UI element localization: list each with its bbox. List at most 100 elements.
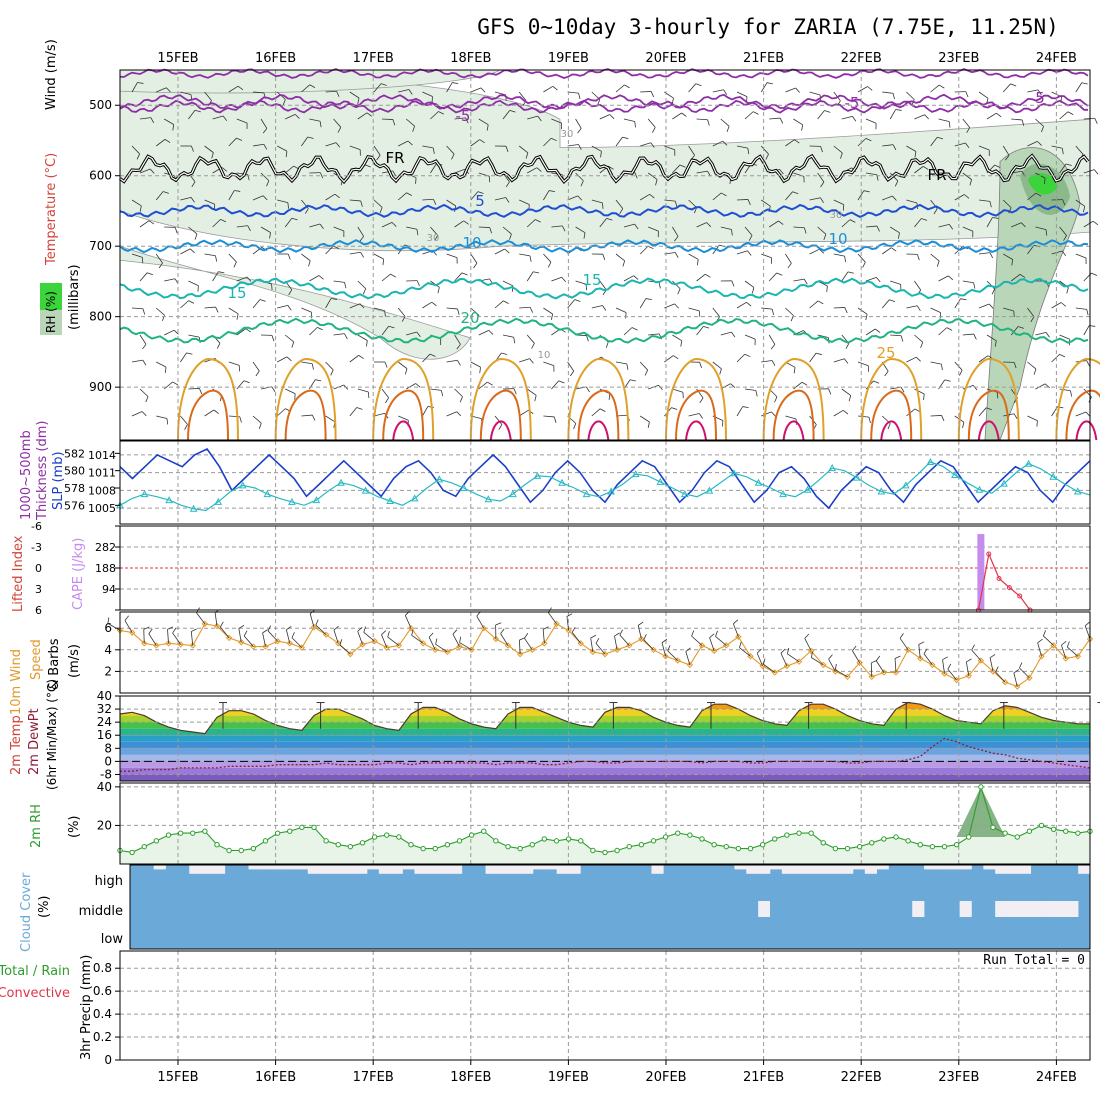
- cloud-high-gap: [426, 865, 439, 874]
- temp-contour-30: [284, 389, 327, 441]
- cloud-cover-panel: high middle low Cloud Cover (%): [19, 864, 1091, 952]
- upper-wind-barb: [962, 333, 974, 336]
- wind-barb-flag: [435, 638, 438, 645]
- upper-wind-barb: [696, 118, 708, 121]
- cloud-high-gap: [852, 865, 866, 870]
- wind-barb-flag: [595, 637, 600, 644]
- upper-wind-barb: [478, 329, 489, 336]
- wind10-barb: [124, 620, 133, 633]
- wind10-barb: [571, 632, 582, 644]
- y-tick-label: 500: [89, 98, 112, 112]
- wind-barb-flag: [142, 308, 146, 315]
- temp-band: [120, 761, 1090, 768]
- wind-speed-marker: [516, 650, 524, 658]
- upper-wind-barb: [914, 166, 924, 174]
- wind-barb-flag: [365, 340, 368, 347]
- temp-contour-30: [187, 389, 229, 441]
- upper-wind-barb: [543, 85, 554, 93]
- cloud-high-gap: [924, 865, 937, 870]
- wind-barb-flag: [1091, 272, 1098, 276]
- wind-barb-flag: [871, 660, 877, 664]
- wind-barb-flag: [574, 299, 581, 302]
- upper-wind-barb: [1075, 307, 1087, 310]
- upper-wind-barb: [397, 361, 408, 369]
- upper-wind-barb: [519, 306, 531, 309]
- wind-barb-flag: [519, 637, 526, 641]
- wind-barb-flag: [922, 166, 929, 170]
- wind-barb-flag: [433, 199, 437, 205]
- wind-barb-flag: [150, 117, 155, 124]
- wind-barb-flag: [706, 222, 712, 228]
- wind-barb-flag: [509, 109, 516, 113]
- temp-contour-30: [382, 389, 425, 441]
- wind-barb-flag: [456, 344, 461, 350]
- temp-band: [120, 748, 1090, 755]
- wind-barb-flag: [707, 119, 710, 126]
- wind-barb-flag: [719, 368, 722, 375]
- y-tick-label: 0: [104, 754, 112, 768]
- upper-wind-barb: [357, 334, 368, 341]
- li-tick-label: 3: [35, 583, 42, 596]
- wind-barb-flag: [360, 200, 363, 207]
- cloud-high-gap: [402, 865, 415, 870]
- upper-wind-barb: [882, 195, 893, 201]
- wind-barb-flag: [166, 418, 169, 425]
- precip-frame: [119, 950, 1091, 1061]
- upper-wind-barb: [1059, 111, 1069, 120]
- upper-wind-barb: [938, 275, 949, 282]
- wind-barb-flag: [438, 111, 445, 115]
- upper-wind-barb: [381, 221, 393, 228]
- wind-barb-flag: [681, 112, 687, 117]
- rh-marker: [274, 830, 281, 836]
- wind10-barb: [267, 630, 278, 642]
- upper-wind-barb: [986, 112, 997, 120]
- wind-barb-flag: [889, 299, 896, 303]
- wind-barb-flag: [415, 383, 421, 388]
- cloud-high-gap: [497, 865, 510, 874]
- top-date-label: 24FEB: [1036, 51, 1077, 66]
- upper-wind-barb: [575, 280, 587, 285]
- upper-wind-barb: [938, 223, 950, 228]
- wind-barb-flag: [548, 190, 556, 193]
- upper-wind-barb: [543, 137, 552, 147]
- top-date-label: 22FEB: [841, 51, 882, 66]
- cloud-high-gap: [829, 865, 842, 874]
- label-barbs: & Barbs: [47, 638, 62, 690]
- wind-barb-flag: [622, 260, 626, 267]
- upper-wind-barb: [978, 199, 990, 202]
- upper-air-panel: 5 -5 FR FR -5 5 10 10 15 15 20 25 30 30 30 10 500 600 700 8…: [40, 39, 1100, 441]
- rh-marker: [287, 828, 293, 834]
- wind-barb-flag: [566, 613, 573, 617]
- wind-barb-flag: [721, 192, 727, 197]
- upper-wind-barb: [688, 307, 700, 312]
- upper-wind-barb: [301, 307, 312, 313]
- wind-barb-flag: [624, 84, 630, 89]
- upper-wind-barb: [228, 253, 237, 263]
- wind10-barb: [172, 632, 181, 645]
- wind-barb-flag: [553, 416, 557, 423]
- wind-barb-flag: [239, 416, 242, 423]
- wind-barb-flag: [776, 272, 783, 276]
- cloud-mid-gap: [1018, 901, 1032, 917]
- top-date-label: 16FEB: [255, 51, 296, 66]
- wind10-barb: [894, 658, 897, 673]
- upper-wind-barb: [664, 145, 675, 151]
- wind-barb-flag: [739, 641, 742, 648]
- wind-barb-flag: [962, 422, 965, 429]
- wind-barb-flag: [344, 333, 348, 340]
- cloud-mid-gap: [1030, 901, 1043, 917]
- slp-tick-label: 1005: [88, 502, 116, 515]
- contour-label: 30: [561, 129, 574, 140]
- wind10-barb: [899, 638, 909, 651]
- wind-barb-flag: [873, 380, 880, 384]
- upper-wind-barb: [155, 253, 163, 264]
- thickness-marker: [607, 487, 615, 495]
- upper-wind-barb: [204, 91, 212, 101]
- wind-barb-flag: [863, 190, 870, 193]
- upper-wind-barb: [833, 253, 845, 257]
- wind-barb-flag: [271, 386, 276, 392]
- upper-wind-barb: [736, 301, 747, 309]
- upper-wind-barb: [865, 225, 877, 228]
- upper-wind-barb: [276, 408, 286, 417]
- wind-barb-flag: [626, 363, 629, 370]
